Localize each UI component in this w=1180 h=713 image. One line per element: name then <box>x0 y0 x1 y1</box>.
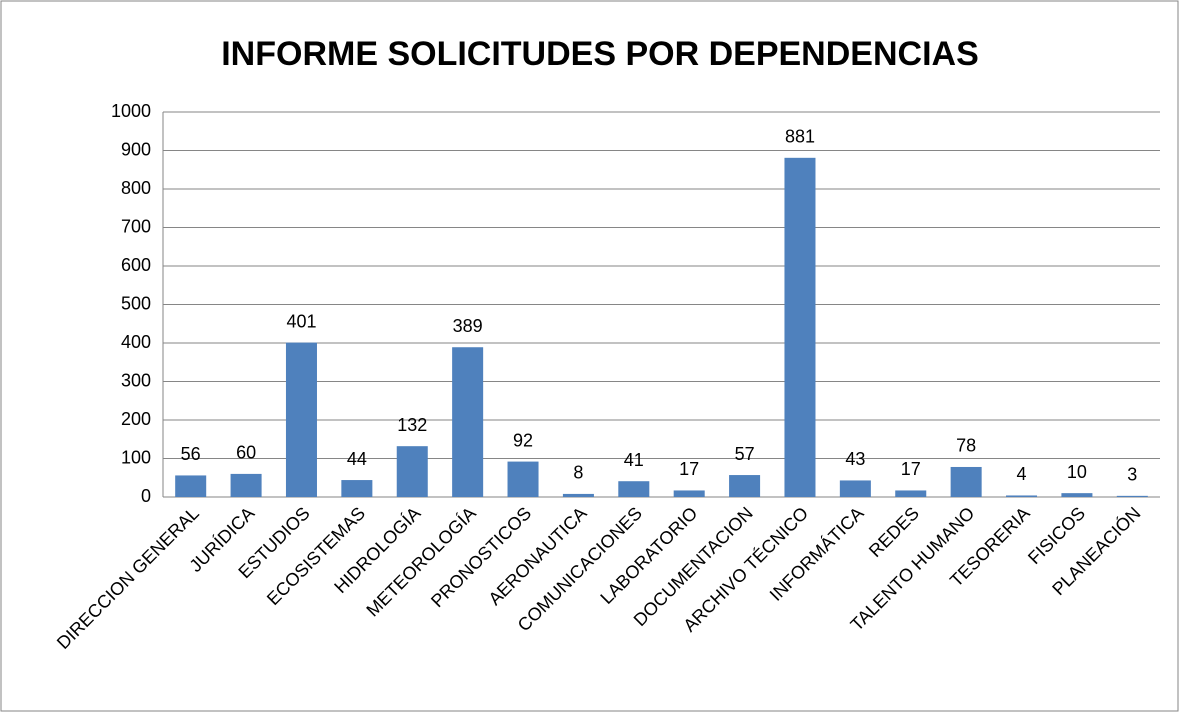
bar <box>784 157 816 497</box>
bar <box>175 475 207 497</box>
data-label: 17 <box>901 459 921 479</box>
data-label: 401 <box>286 311 316 331</box>
y-tick-label: 900 <box>121 139 151 159</box>
bar <box>673 490 705 497</box>
data-label: 881 <box>785 127 815 147</box>
data-label: 92 <box>513 430 533 450</box>
bar <box>341 480 373 497</box>
bar <box>230 473 262 497</box>
bar <box>452 347 484 497</box>
y-tick-label: 200 <box>121 409 151 429</box>
data-label: 17 <box>679 459 699 479</box>
data-label: 56 <box>181 444 201 464</box>
data-label: 4 <box>1017 464 1027 484</box>
bar <box>285 342 317 497</box>
data-label: 8 <box>573 463 583 483</box>
bar <box>895 490 927 497</box>
bar <box>729 475 761 497</box>
data-label: 57 <box>735 444 755 464</box>
bar <box>950 466 982 497</box>
bar <box>562 493 594 497</box>
y-tick-label: 100 <box>121 447 151 467</box>
data-label: 78 <box>956 436 976 456</box>
bar <box>618 481 650 497</box>
bar <box>1006 495 1038 497</box>
chart-title: INFORME SOLICITUDES POR DEPENDENCIAS <box>221 35 979 73</box>
data-label: 44 <box>347 449 367 469</box>
data-label: 10 <box>1067 462 1087 482</box>
data-label: 60 <box>236 443 256 463</box>
y-tick-label: 1000 <box>111 101 151 121</box>
bar <box>839 480 871 497</box>
data-label: 41 <box>624 450 644 470</box>
bar <box>1116 495 1148 497</box>
y-tick-label: 300 <box>121 370 151 390</box>
data-label: 132 <box>397 415 427 435</box>
bar <box>507 461 539 497</box>
y-tick-label: 500 <box>121 293 151 313</box>
y-tick-label: 800 <box>121 178 151 198</box>
y-tick-label: 700 <box>121 216 151 236</box>
bar <box>396 446 428 497</box>
y-tick-label: 0 <box>141 486 151 506</box>
data-label: 43 <box>845 449 865 469</box>
data-label: 3 <box>1127 465 1137 485</box>
y-tick-label: 600 <box>121 255 151 275</box>
bar <box>1061 493 1093 497</box>
data-label: 389 <box>453 316 483 336</box>
y-tick-label: 400 <box>121 332 151 352</box>
